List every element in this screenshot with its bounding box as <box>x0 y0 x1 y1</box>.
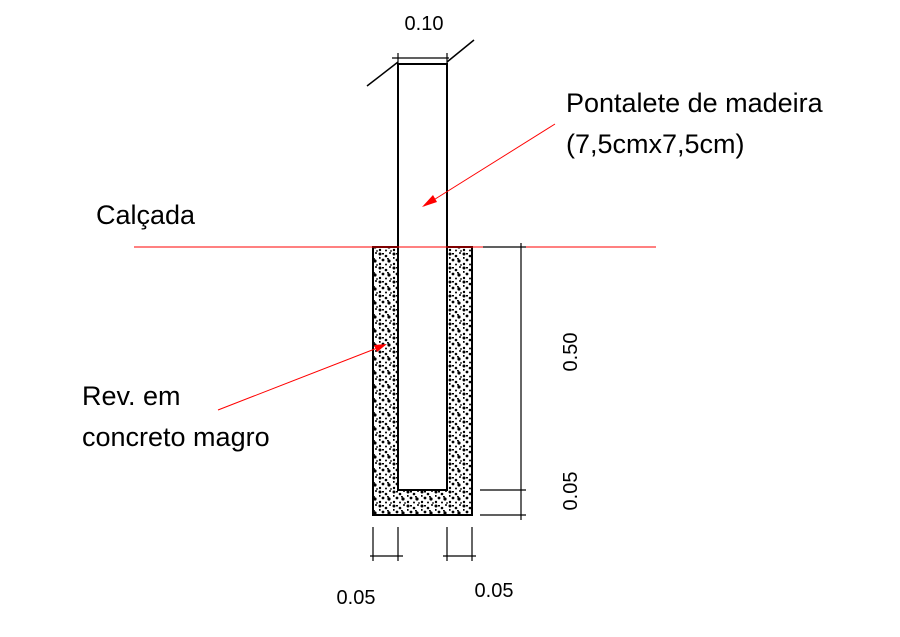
rev-label-line2: concreto magro <box>82 422 270 452</box>
dim-top-width-label: 0.10 <box>405 13 444 35</box>
wooden-post <box>397 63 448 491</box>
break-line-left <box>366 61 399 87</box>
pontalete-label-line1: Pontalete de madeira <box>566 88 824 118</box>
dim-bottom-label: 0.05 <box>560 472 582 511</box>
concrete-leader-arrowhead <box>374 344 387 352</box>
rev-label-line1: Rev. em <box>82 381 181 411</box>
concrete-leader-line <box>217 344 386 411</box>
pontalete-leader-arrowhead <box>422 195 437 207</box>
dim-right-wall-label: 0.05 <box>475 580 514 602</box>
pontalete-label-line2: (7,5cmx7,5cm) <box>566 129 745 159</box>
break-line-right <box>446 39 475 63</box>
dim-depth-label: 0.50 <box>560 333 582 372</box>
calcada-label: Calçada <box>96 200 196 230</box>
dim-left-wall-label: 0.05 <box>337 587 376 609</box>
pontalete-leader-line <box>423 123 556 207</box>
